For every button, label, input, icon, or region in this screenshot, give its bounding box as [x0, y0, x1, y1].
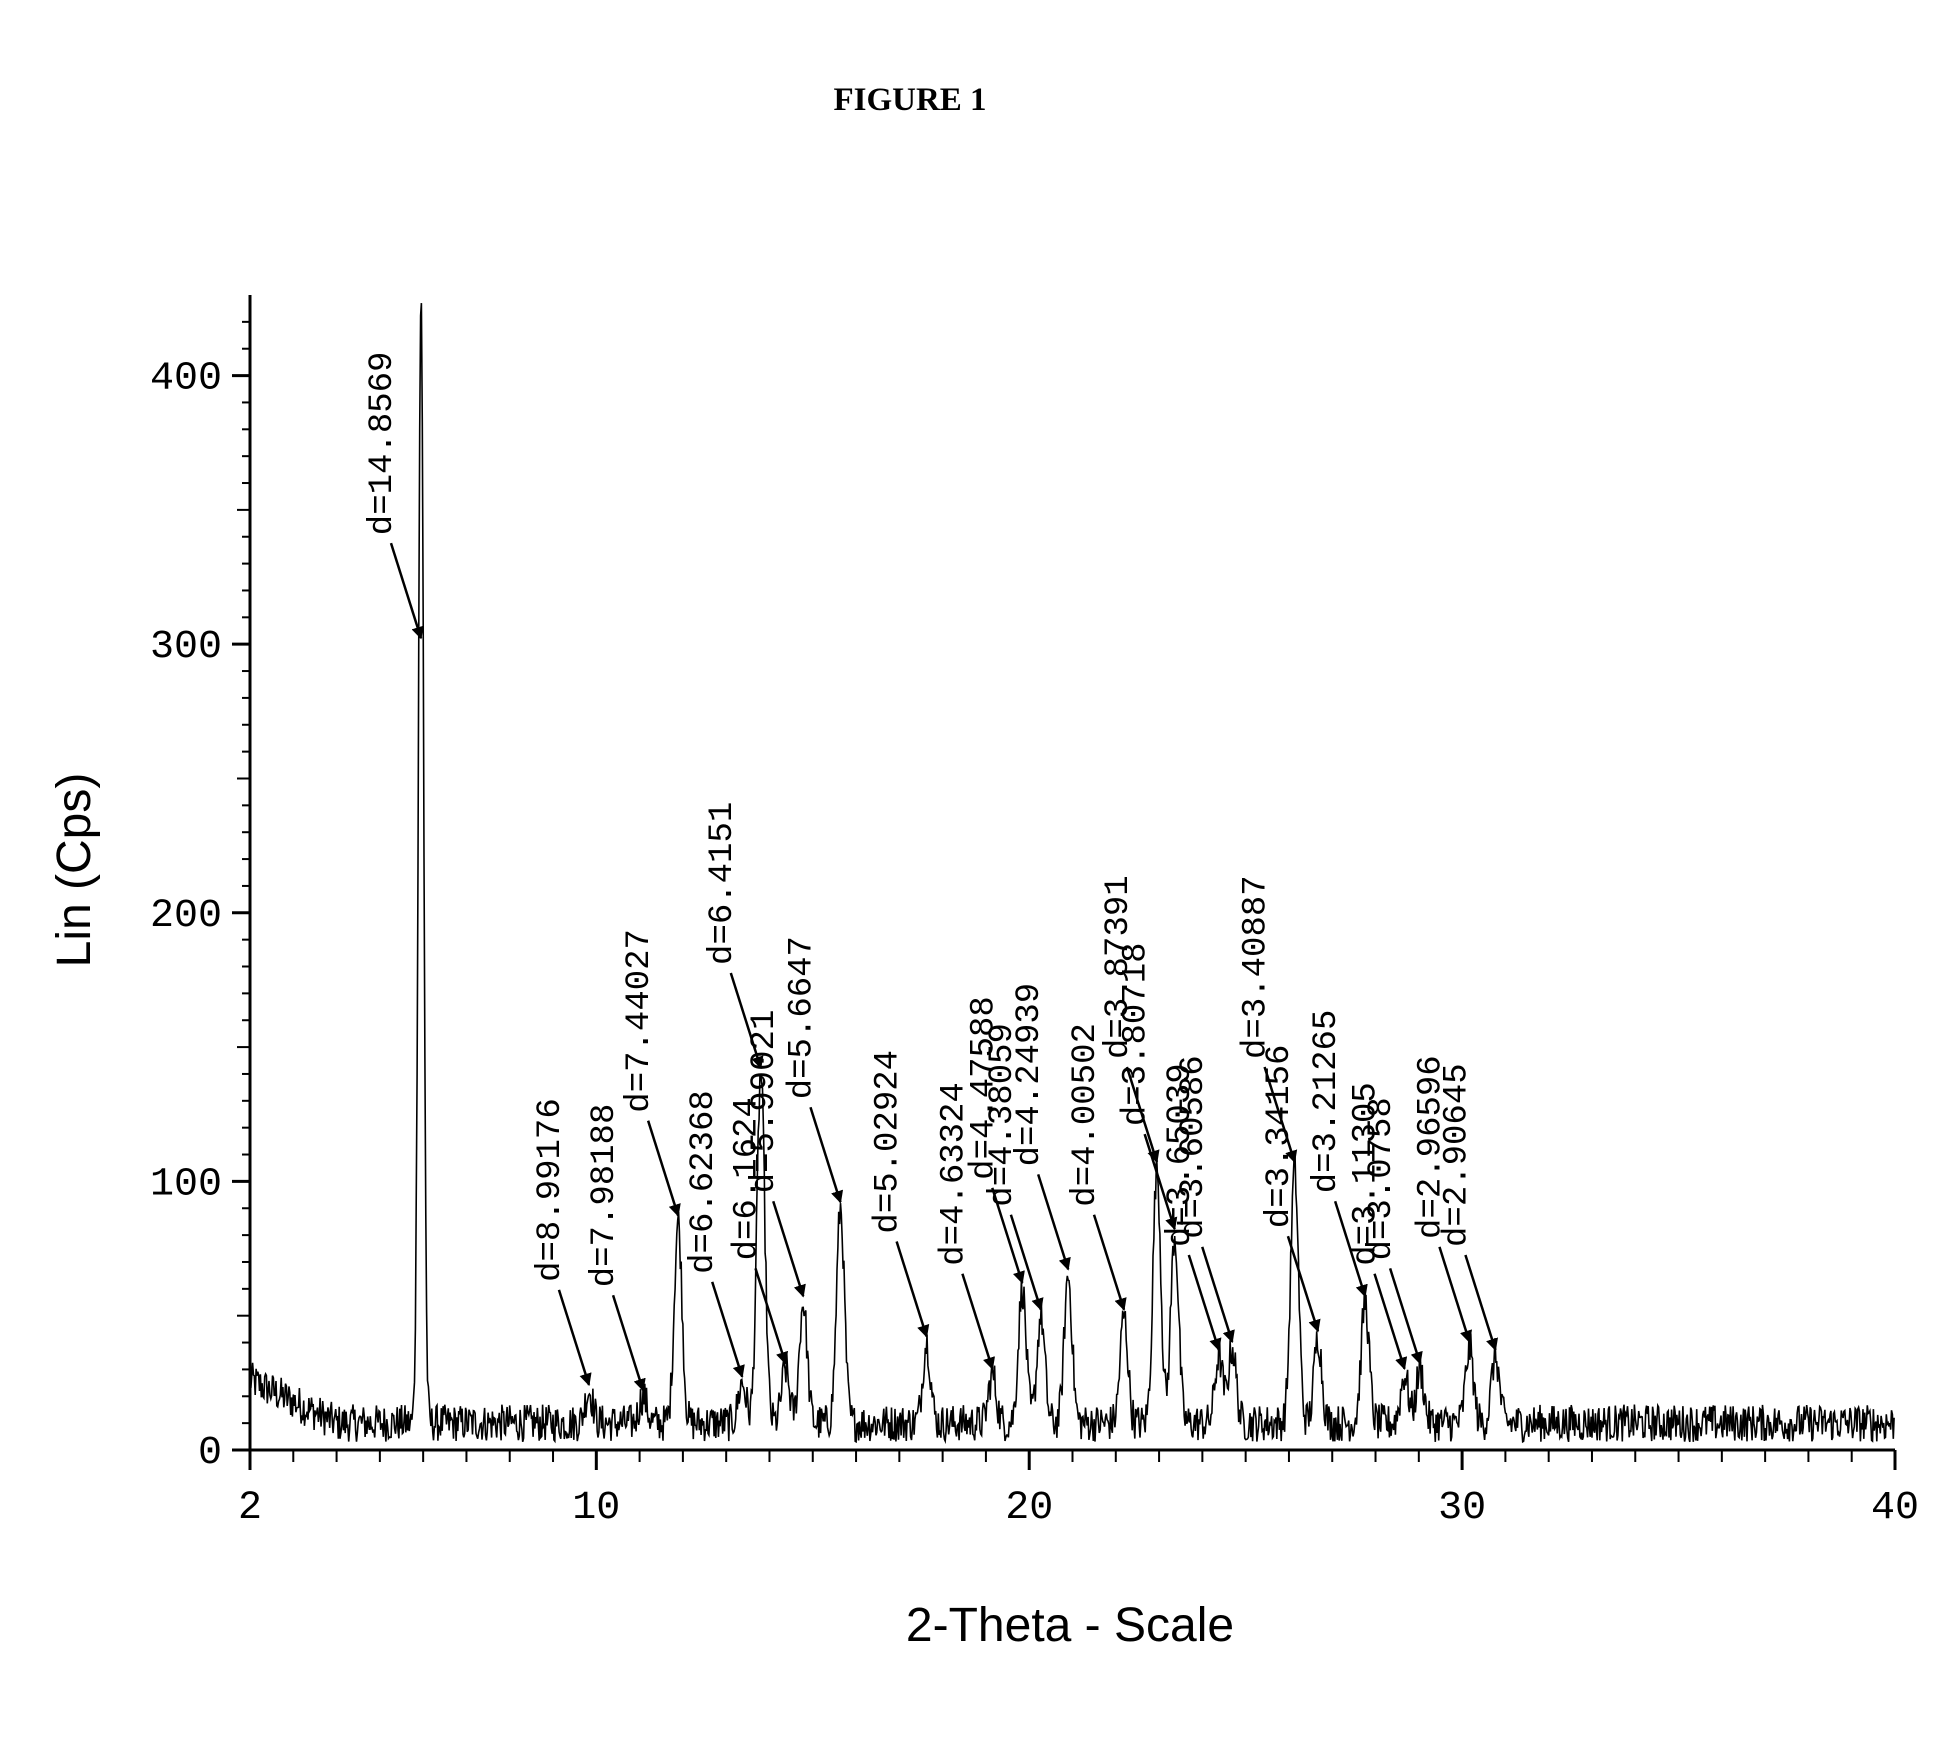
x-tick-label: 40: [1871, 1486, 1919, 1531]
peak-arrow: [1094, 1215, 1124, 1310]
peak-label: d=3.80718: [1118, 942, 1156, 1126]
peak-arrow: [1202, 1247, 1232, 1342]
peak-label: d=5.99021: [746, 1010, 784, 1194]
peak-label: d=5.02924: [870, 1050, 908, 1234]
peak-label: d=3.21265: [1308, 1010, 1346, 1194]
peak-arrow: [1189, 1255, 1219, 1350]
y-axis-title: Lin (Cps): [48, 773, 101, 968]
y-tick-label: 300: [150, 625, 222, 670]
peak-label: d=3.60586: [1175, 1055, 1213, 1239]
peak-arrow: [773, 1201, 803, 1296]
peak-label: d=3.0758: [1363, 1097, 1401, 1260]
peak-label: d=7.44027: [621, 929, 659, 1113]
peak-label: d=6.62368: [685, 1090, 723, 1274]
peak-label: d=8.99176: [532, 1098, 570, 1282]
x-axis-title: 2-Theta - Scale: [906, 1599, 1234, 1652]
x-tick-label: 30: [1438, 1486, 1486, 1531]
peak-arrow: [755, 1268, 785, 1363]
x-tick-label: 20: [1005, 1486, 1053, 1531]
peak-arrow: [712, 1282, 742, 1377]
peak-arrow: [1038, 1174, 1068, 1269]
peak-arrow: [1439, 1247, 1469, 1342]
peak-label: d=14.8569: [364, 352, 402, 536]
y-tick-label: 400: [150, 357, 222, 402]
peak-arrow: [391, 543, 421, 638]
peak-arrow: [1288, 1236, 1318, 1331]
peak-arrow: [613, 1295, 643, 1390]
peak-label: d=4.24939: [1011, 983, 1049, 1167]
peak-arrow: [962, 1274, 992, 1369]
peak-arrow: [810, 1107, 840, 1202]
peak-arrow: [1390, 1268, 1420, 1363]
peak-arrow: [559, 1290, 589, 1385]
peak-label: d=3.34156: [1261, 1045, 1299, 1229]
peak-arrow: [1375, 1274, 1405, 1369]
x-tick-label: 2: [238, 1486, 262, 1531]
peak-arrow: [897, 1242, 927, 1337]
peak-label: d=5.6647: [783, 936, 821, 1099]
peak-label: d=2.90645: [1438, 1063, 1476, 1247]
y-tick-label: 100: [150, 1162, 222, 1207]
diffraction-trace: [250, 303, 1894, 1442]
y-tick-label: 0: [198, 1431, 222, 1476]
peak-label: d=3.40887: [1238, 875, 1276, 1059]
y-tick-label: 200: [150, 894, 222, 939]
peak-label: d=7.98188: [586, 1104, 624, 1288]
peak-label: d=6.4151: [704, 802, 742, 965]
trace-line: [250, 303, 1894, 1442]
peak-annotations: d=14.8569 d=8.99176 d=7.98188d=7.44027 d=6.…: [364, 352, 1495, 1391]
x-tick-label: 10: [572, 1486, 620, 1531]
peak-arrow: [648, 1121, 678, 1216]
